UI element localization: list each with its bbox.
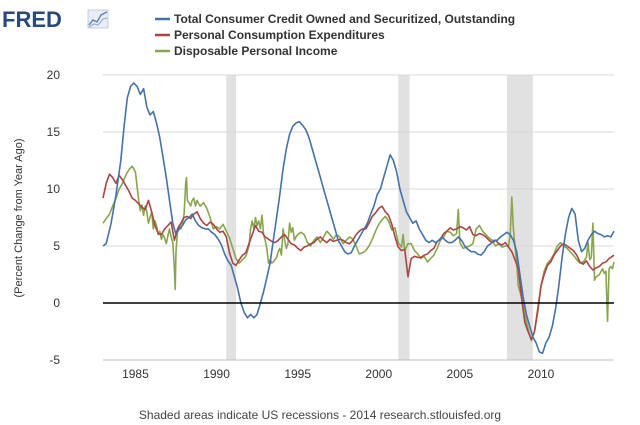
grid-lines [103, 74, 614, 361]
legend-item-pce[interactable]: Personal Consumption Expenditures [155, 28, 385, 42]
series-lines [102, 82, 615, 355]
y-tick-labels: -5 0 5 10 15 20 [47, 68, 61, 367]
fred-logo-chart-icon [87, 9, 109, 29]
recession-band-2 [398, 75, 410, 360]
x-tick-label: 1990 [203, 367, 230, 381]
legend-label-pce: Personal Consumption Expenditures [174, 28, 385, 42]
x-tick-label: 2005 [447, 367, 474, 381]
x-tick-label: 2010 [528, 367, 555, 381]
legend-label-consumer-credit: Total Consumer Credit Owned and Securiti… [174, 12, 515, 26]
legend-label-dpi: Disposable Personal Income [174, 44, 338, 58]
x-tick-label: 1985 [122, 367, 149, 381]
y-axis-label: (Percent Change from Year Ago) [13, 139, 25, 298]
series-line-pce[interactable] [102, 173, 615, 341]
x-tick-label: 1995 [284, 367, 311, 381]
legend-item-dpi[interactable]: Disposable Personal Income [155, 44, 338, 58]
footer-note: Shaded areas indicate US recessions - 20… [139, 408, 501, 422]
y-tick-label: 0 [53, 296, 60, 310]
y-tick-label: 15 [47, 125, 61, 139]
recession-band-1 [226, 75, 237, 360]
y-tick-label: 5 [53, 239, 60, 253]
y-tick-label: 20 [47, 68, 61, 82]
fred-logo[interactable]: FRED [2, 7, 109, 32]
recession-shading [226, 75, 533, 360]
x-tick-labels: 1985 1990 1995 2000 2005 2010 [122, 367, 555, 381]
legend-item-consumer-credit[interactable]: Total Consumer Credit Owned and Securiti… [155, 12, 515, 26]
y-tick-label: -5 [49, 353, 60, 367]
legend: Total Consumer Credit Owned and Securiti… [155, 12, 515, 58]
x-tick-label: 2000 [365, 367, 392, 381]
y-tick-label: 10 [47, 182, 61, 196]
series-line-consumer-credit[interactable] [102, 82, 615, 355]
fred-logo-text: FRED [2, 7, 62, 32]
